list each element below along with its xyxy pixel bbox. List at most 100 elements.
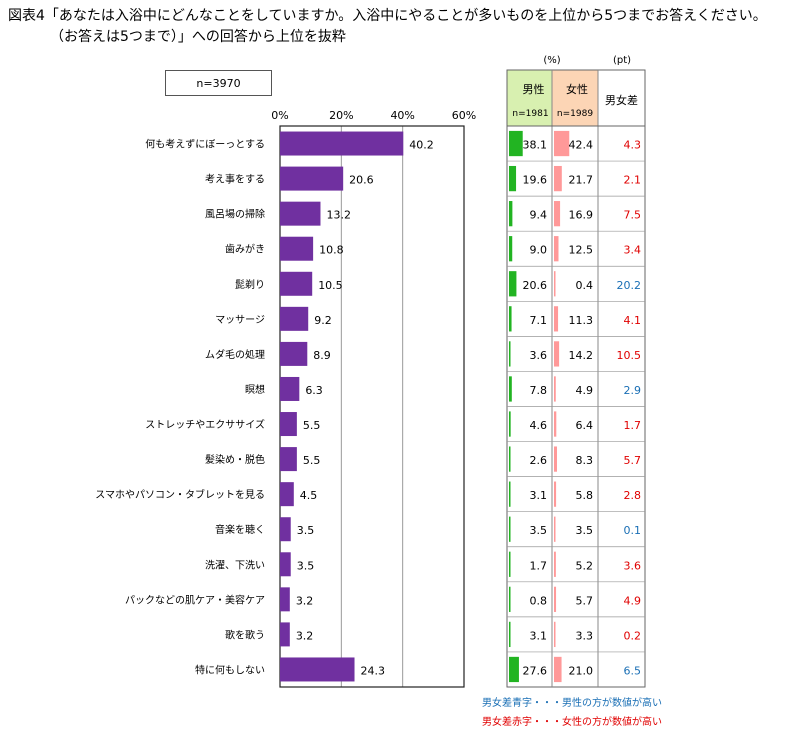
diff-value: 5.7 (624, 454, 642, 467)
female-value: 4.9 (576, 384, 594, 397)
bar-value-label: 10.8 (319, 244, 344, 257)
female-mini-bar (554, 481, 557, 507)
female-mini-bar (554, 516, 556, 542)
diff-value: 3.6 (624, 559, 642, 572)
female-value: 42.4 (569, 139, 594, 152)
note-red: 男女差赤字・・・女性の方が数値が高い (482, 717, 662, 728)
female-value: 11.3 (569, 314, 594, 327)
category-label: 音楽を聴く (215, 523, 265, 536)
female-mini-bar (554, 201, 561, 227)
x-tick-label: 60% (452, 109, 476, 122)
bar-value-label: 3.5 (297, 524, 315, 537)
male-value: 2.6 (530, 454, 548, 467)
female-mini-bar (554, 306, 559, 332)
chart-title: 図表4「あなたは入浴中にどんなことをしていますか。入浴中にやることが多いものを上… (8, 6, 767, 48)
bar-value-label: 9.2 (314, 314, 332, 327)
female-value: 14.2 (569, 349, 594, 362)
male-n-label: n=1981 (512, 109, 548, 119)
female-value: 6.4 (576, 419, 594, 432)
female-mini-bar (554, 236, 559, 262)
female-mini-bar (554, 411, 557, 437)
bar-value-label: 13.2 (326, 209, 351, 222)
female-mini-bar (554, 446, 557, 472)
male-mini-bar (509, 411, 511, 437)
male-mini-bar (509, 621, 511, 648)
diff-value: 7.5 (624, 209, 642, 222)
category-label: 特に何もしない (195, 663, 265, 676)
male-mini-bar (509, 201, 513, 227)
bar-value-label: 6.3 (305, 384, 323, 397)
male-value: 3.5 (530, 524, 548, 537)
male-mini-bar (509, 656, 519, 683)
male-mini-bar (509, 271, 517, 297)
male-value: 7.8 (530, 384, 548, 397)
bar (280, 587, 290, 612)
bar-value-label: 24.3 (361, 664, 386, 677)
category-label: 瞑想 (245, 383, 265, 396)
male-value: 4.6 (530, 419, 548, 432)
male-value: 19.6 (523, 174, 548, 187)
note-blue: 男女差青字・・・男性の方が数値が高い (482, 698, 662, 709)
bar (280, 166, 344, 191)
male-value: 9.0 (530, 244, 548, 257)
x-tick-label: 0% (271, 109, 288, 122)
male-value: 9.4 (530, 209, 548, 222)
bar (280, 201, 321, 226)
male-mini-bar (509, 341, 511, 367)
female-mini-bar (554, 376, 556, 402)
male-mini-bar (509, 446, 511, 472)
diff-value: 2.8 (624, 489, 642, 502)
male-value: 3.1 (530, 629, 548, 642)
female-mini-bar (554, 551, 556, 577)
category-label: 洗濯、下洗い (205, 559, 265, 571)
bar-value-label: 5.5 (303, 419, 321, 432)
bar-value-label: 20.6 (349, 174, 374, 187)
male-mini-bar (509, 481, 511, 507)
category-label: 歯みがき (225, 243, 265, 256)
female-value: 21.7 (569, 174, 594, 187)
female-mini-bar (554, 130, 570, 157)
bar (280, 341, 308, 366)
bar (280, 131, 404, 156)
male-value: 27.6 (523, 664, 548, 677)
diff-value: 3.4 (624, 244, 642, 257)
diff-value: 4.3 (624, 139, 642, 152)
female-value: 12.5 (569, 244, 594, 257)
bar-value-label: 8.9 (313, 349, 331, 362)
male-mini-bar (509, 586, 511, 612)
male-mini-bar (509, 306, 512, 332)
diff-value: 4.1 (624, 314, 642, 327)
bar (280, 622, 290, 647)
title-line-2: （お答えは5つまで）」への回答から上位を抜粋 (50, 29, 346, 45)
category-label: 考え事をする (205, 173, 265, 186)
male-value: 3.6 (530, 349, 548, 362)
diff-value: 10.5 (617, 349, 642, 362)
unit-pt-label: (pt) (613, 55, 631, 66)
male-header-cell (507, 70, 552, 126)
male-value: 20.6 (523, 279, 548, 292)
male-value: 1.7 (530, 559, 548, 572)
category-label: 髭剃り (235, 278, 265, 291)
female-mini-bar (554, 621, 556, 648)
female-value: 3.3 (576, 629, 594, 642)
category-label: 歌を歌う (225, 628, 265, 641)
category-label: 髪染め・脱色 (205, 453, 265, 466)
male-mini-bar (509, 165, 517, 192)
bar (280, 412, 297, 437)
category-label: ストレッチやエクササイズ (145, 418, 265, 431)
male-value: 38.1 (523, 139, 548, 152)
female-value: 16.9 (569, 209, 594, 222)
category-label: ムダ毛の処理 (205, 348, 265, 361)
unit-percent-label: (%) (543, 55, 560, 66)
bar (280, 447, 297, 472)
female-n-label: n=1989 (557, 109, 593, 119)
plot-frame (279, 125, 465, 688)
male-value: 7.1 (530, 314, 548, 327)
female-value: 5.8 (576, 489, 594, 502)
bar (280, 271, 313, 296)
female-mini-bar (554, 165, 562, 192)
diff-value: 0.2 (624, 629, 642, 642)
category-label: マッサージ (215, 314, 265, 326)
bar-value-label: 40.2 (409, 139, 434, 152)
male-mini-bar (509, 236, 513, 262)
